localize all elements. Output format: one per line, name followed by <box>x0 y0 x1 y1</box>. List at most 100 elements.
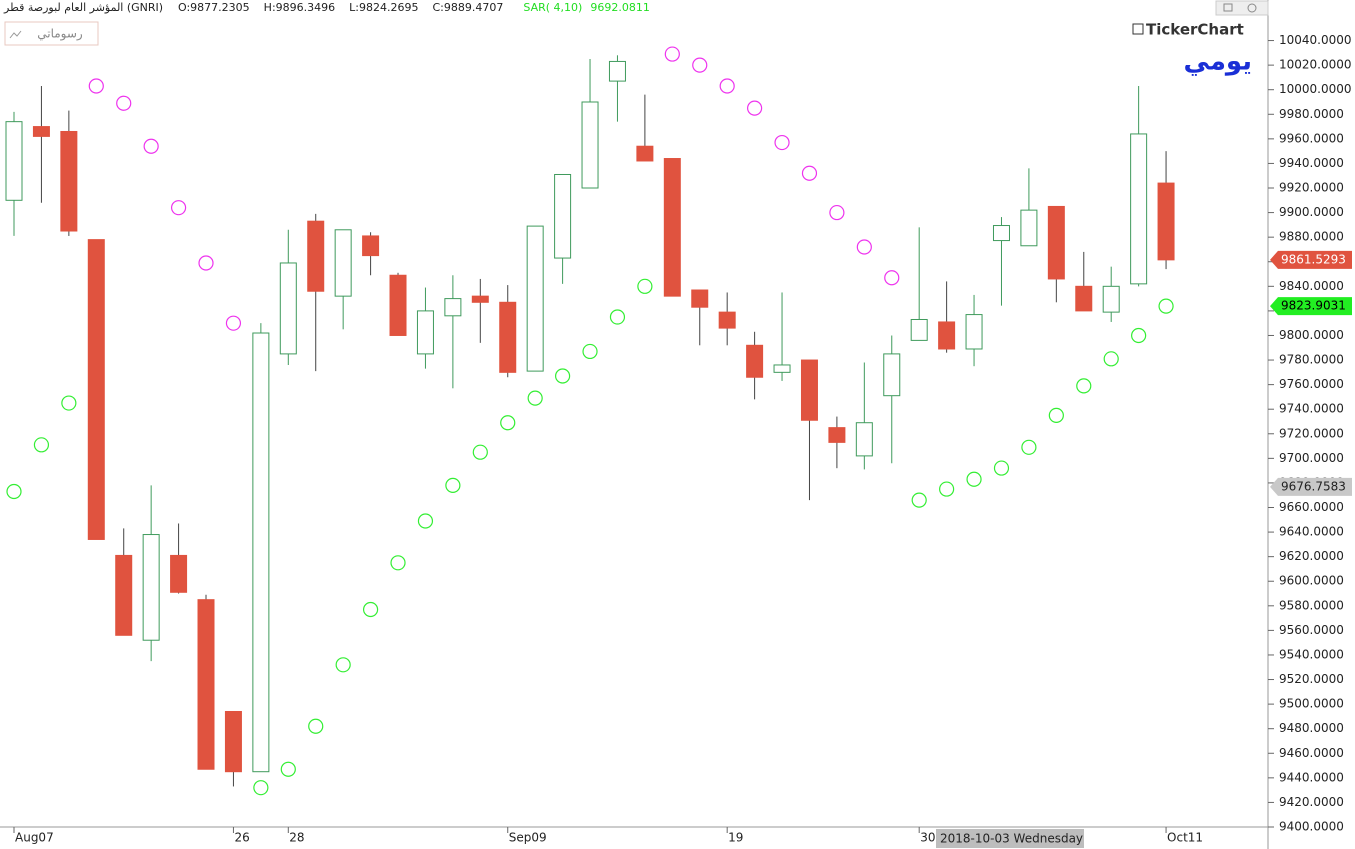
y-tick-label: 9800.0000 <box>1279 328 1344 342</box>
sar-point <box>829 204 845 221</box>
y-tick-label: 10020.0000 <box>1279 58 1352 72</box>
candle-body <box>965 314 983 350</box>
price-tag-label: 9861.5293 <box>1281 252 1346 266</box>
y-tick-label: 9520.0000 <box>1279 672 1344 686</box>
sar-point <box>527 390 543 406</box>
candle-body <box>1047 205 1065 280</box>
sar-point <box>6 483 22 500</box>
logo: TickerChart <box>1146 21 1244 39</box>
readout-text: 9692.0811 <box>590 1 650 14</box>
sar-point <box>362 601 379 618</box>
sar-point <box>801 165 818 181</box>
price-tag-box <box>1270 297 1352 316</box>
y-tick-label: 9920.0000 <box>1279 181 1344 195</box>
candle-body <box>279 262 297 355</box>
sar-point <box>692 57 708 73</box>
candle-body <box>142 534 160 641</box>
candle-body <box>828 427 846 443</box>
sar-point <box>417 513 434 529</box>
y-tick-label: 9960.0000 <box>1279 131 1344 145</box>
readout-text: H: <box>264 1 276 14</box>
candle-body <box>691 289 709 308</box>
x-tick-label: 30 <box>920 831 935 845</box>
drawings-button[interactable] <box>4 21 99 46</box>
sar-point <box>582 343 598 360</box>
x-tick-label: 26 <box>234 831 249 845</box>
sar-point <box>472 444 488 460</box>
sar-point <box>1103 351 1119 367</box>
readout-text: 9824.2695 <box>359 1 419 14</box>
candle-body <box>773 364 791 373</box>
y-tick-label: 9600.0000 <box>1279 574 1344 588</box>
x-tick-label: Aug07 <box>15 831 54 845</box>
drawings-button-label[interactable]: رسوماتي <box>37 27 83 42</box>
candle-body <box>526 225 544 372</box>
readout-text: O: <box>178 1 190 14</box>
price-tag-label: 9823.9031 <box>1281 299 1346 313</box>
y-tick-label: 9500.0000 <box>1279 697 1344 711</box>
candle-body <box>444 298 462 317</box>
y-tick-label: 9720.0000 <box>1279 426 1344 440</box>
sar-point <box>253 780 269 796</box>
candle-body <box>252 332 270 773</box>
maximize-icon[interactable] <box>1223 3 1233 12</box>
sar-point <box>308 718 324 734</box>
candle-body <box>746 344 764 378</box>
y-tick-label: 9900.0000 <box>1279 205 1344 219</box>
sar-point <box>884 270 900 286</box>
candle-body <box>608 60 626 82</box>
candle-body <box>910 318 928 341</box>
candle-body <box>471 295 489 303</box>
sar-point <box>1021 439 1037 455</box>
candle-body <box>5 121 23 201</box>
x-tick-label: 28 <box>289 831 304 845</box>
sar-point <box>554 368 571 384</box>
y-tick-label: 9780.0000 <box>1279 353 1344 367</box>
candle-body <box>938 321 956 350</box>
y-tick-label: 10040.0000 <box>1279 33 1352 47</box>
readout-text: 9896.3496 <box>276 1 336 14</box>
settings-icon[interactable] <box>1247 3 1257 13</box>
candle-body <box>855 422 873 457</box>
sar-point <box>719 78 735 94</box>
readout-text: 9877.2305 <box>190 1 250 14</box>
y-tick-label: 9760.0000 <box>1279 377 1344 391</box>
candle-body <box>1075 285 1093 312</box>
sar-point <box>61 395 77 411</box>
candle-body <box>224 710 242 773</box>
x-tick-label: Sep09 <box>509 831 547 845</box>
y-tick-label: 9640.0000 <box>1279 525 1344 539</box>
drawings-icon <box>9 30 22 39</box>
candle-body <box>718 311 736 329</box>
readout-text: L: <box>349 1 359 14</box>
sar-point <box>637 278 653 294</box>
price-tag-box <box>1270 477 1352 496</box>
candle-body <box>87 239 105 540</box>
candle-body <box>663 158 681 297</box>
y-tick-label: 9840.0000 <box>1279 279 1344 293</box>
sar-point <box>774 134 790 151</box>
candle-body <box>1020 209 1038 247</box>
y-tick-label: 9400.0000 <box>1279 820 1344 834</box>
sar-point <box>225 315 242 331</box>
y-tick-label: 9740.0000 <box>1279 402 1344 416</box>
candle-body <box>197 599 215 770</box>
candle-body <box>170 554 188 593</box>
sar-point <box>911 492 927 508</box>
y-tick-label: 9940.0000 <box>1279 156 1344 170</box>
sar-point <box>500 415 516 431</box>
candle-body <box>1157 182 1175 261</box>
sar-point <box>856 239 872 255</box>
crosshair-date: 2018-10-03 Wednesday <box>940 832 1083 846</box>
candle-body <box>581 101 599 189</box>
readout-text: SAR( 4,10) <box>523 1 582 14</box>
y-tick-label: 9580.0000 <box>1279 598 1344 612</box>
x-tick-label: 19 <box>728 831 743 845</box>
y-tick-label: 9700.0000 <box>1279 451 1344 465</box>
sar-point <box>1131 327 1147 344</box>
ohlc-readout: O: 9877.2305 H: 9896.3496 L: 9824.2695 C: 9889.… <box>178 1 650 14</box>
candle-body <box>1102 285 1120 313</box>
sar-point <box>664 46 680 62</box>
sar-point <box>335 657 351 673</box>
